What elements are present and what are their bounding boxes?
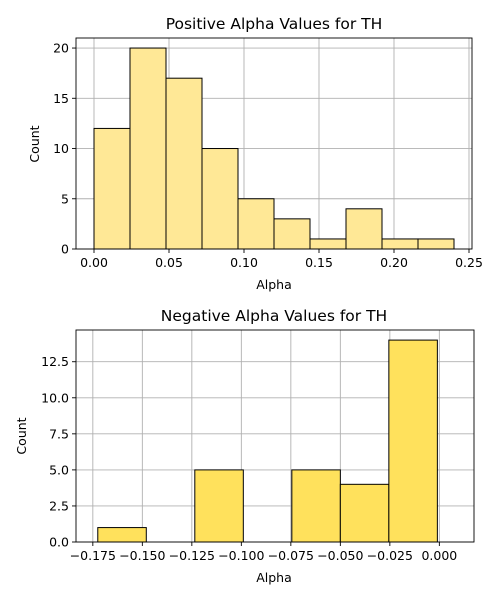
x-tick-label: 0.25 [455,255,483,270]
y-tick-label: 15 [53,91,69,106]
histogram-bar [194,469,244,543]
y-tick-label: 10.0 [41,390,69,405]
y-axis-label: Count [27,125,42,162]
histogram-bar [339,483,390,543]
x-tick-label: −0.050 [317,548,363,563]
histogram-bar [309,238,347,250]
y-tick-label: 5 [61,191,69,206]
histogram-bar [93,127,131,250]
bars [93,47,455,250]
y-ticks: 0 5 10 15 20 [53,41,76,257]
x-tick-label: 0.000 [421,548,457,563]
histogram-bar [237,198,275,250]
y-axis-label: Count [14,417,29,454]
bars [97,339,438,543]
x-tick-label: 0.20 [380,255,408,270]
y-tick-label: 2.5 [49,498,69,513]
x-axis-label: Alpha [256,570,292,585]
x-tick-label: 0.00 [80,255,108,270]
y-tick-label: 7.5 [49,426,69,441]
x-tick-label: −0.175 [70,548,116,563]
histogram-bar [129,47,167,250]
histogram-bar [97,527,147,543]
histogram-bar [388,339,438,543]
histogram-bar [273,218,311,250]
chart-title: Positive Alpha Values for TH [166,15,383,33]
x-tick-label: −0.150 [119,548,165,563]
x-tick-label: 0.10 [230,255,258,270]
plot-frame [75,37,473,250]
y-tick-label: 0.0 [49,535,69,550]
positive-alpha-histogram: Positive Alpha Values for TH 0.00 0.05 0.1… [27,15,483,292]
histogram-bar [381,238,419,250]
y-tick-label: 10 [53,141,69,156]
histogram-bar [345,208,383,250]
negative-alpha-histogram: Negative Alpha Values for TH −0.175 −0.15… [14,307,475,585]
x-tick-label: −0.100 [218,548,264,563]
histogram-bar [201,148,239,250]
x-tick-label: 0.15 [305,255,333,270]
x-ticks: 0.00 0.05 0.10 0.15 0.20 0.25 [80,249,483,270]
histogram-bar [165,77,203,250]
plot-frame [75,329,475,543]
x-tick-label: −0.075 [268,548,314,563]
chart-title: Negative Alpha Values for TH [161,307,387,325]
x-ticks: −0.175 −0.150 −0.125 −0.100 −0.075 −0.050 −0.0… [70,542,457,563]
y-tick-label: 5.0 [49,462,69,477]
x-axis-label: Alpha [256,277,292,292]
x-tick-label: 0.05 [155,255,183,270]
x-tick-label: −0.025 [367,548,413,563]
y-ticks: 0.0 2.5 5.0 7.5 10.0 12.5 [41,354,76,550]
y-tick-label: 0 [61,242,69,257]
histogram-bar [291,469,341,543]
y-tick-label: 12.5 [41,354,69,369]
histogram-bar [417,238,455,250]
x-tick-label: −0.125 [169,548,215,563]
y-tick-label: 20 [53,41,69,56]
